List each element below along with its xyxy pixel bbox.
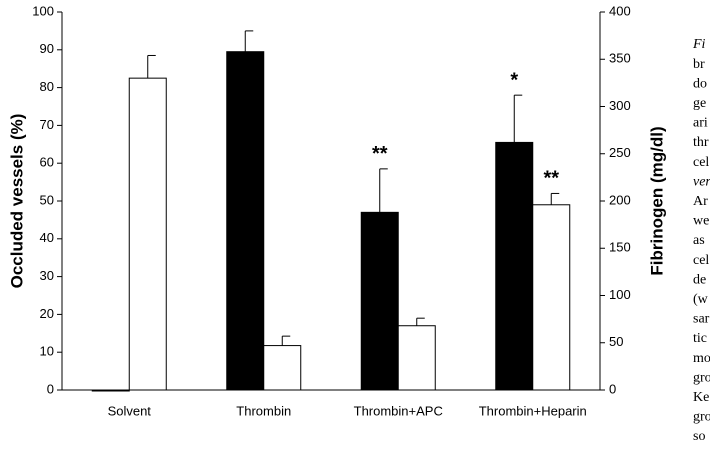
caption-fragment: br	[693, 57, 705, 72]
caption-fragment: (w	[693, 292, 709, 307]
bar	[532, 204, 571, 391]
y-tick-label: 0	[47, 381, 54, 396]
bar	[263, 345, 302, 391]
caption-fragment: Fi	[692, 37, 706, 52]
bar	[397, 325, 436, 391]
y2-tick-label: 150	[609, 240, 631, 255]
y-tick-label: 40	[40, 230, 54, 245]
caption-fragment: gro	[693, 370, 710, 385]
bar	[91, 389, 130, 392]
y-tick-label: 70	[40, 117, 54, 132]
error-bar	[550, 192, 560, 205]
y2-tick-label: 50	[609, 334, 623, 349]
caption-fragment: as	[693, 233, 705, 248]
caption-fragment: ari	[693, 116, 708, 131]
caption-fragment: de	[693, 272, 706, 287]
y-tick-label: 30	[40, 268, 54, 283]
bar	[128, 77, 167, 391]
error-bar	[513, 94, 523, 143]
caption-fragment: ge	[693, 96, 706, 111]
y2-tick-label: 300	[609, 98, 631, 113]
y-tick-label: 100	[32, 3, 54, 18]
x-tick-label: Thrombin+Heparin	[479, 403, 587, 418]
x-tick-label: Solvent	[108, 403, 152, 418]
caption-fragment: tic	[693, 331, 707, 346]
y2-tick-label: 250	[609, 145, 631, 160]
y-tick-label: 90	[40, 41, 54, 56]
error-bar	[379, 168, 388, 213]
caption-fragment: cel	[693, 253, 709, 268]
y-tick-label: 60	[40, 155, 54, 170]
error-bar	[147, 54, 156, 79]
y-tick-label: 20	[40, 306, 54, 321]
caption-fragment: so	[693, 429, 705, 444]
y2-tick-label: 400	[609, 3, 631, 18]
caption-fragment: thr	[693, 135, 709, 150]
y2-tick-label: 0	[609, 381, 616, 396]
x-tick-label: Thrombin	[236, 403, 291, 418]
x-tick-label: Thrombin+APC	[354, 403, 443, 418]
error-bar	[416, 317, 425, 326]
caption-fragment: Ke	[693, 390, 709, 405]
significance-mark: **	[372, 143, 388, 165]
y-tick-label: 80	[40, 79, 54, 94]
bar	[360, 211, 399, 391]
caption-fragment: Ar	[693, 194, 708, 209]
significance-mark: *	[510, 69, 518, 91]
error-bar	[244, 30, 254, 52]
y2-tick-label: 350	[609, 51, 631, 66]
caption-fragment: cel	[693, 155, 709, 170]
bar	[226, 51, 265, 391]
caption-fragment: gro	[693, 410, 710, 425]
y2-tick-label: 200	[609, 192, 631, 207]
caption-fragment: do	[693, 76, 707, 91]
y-axis-label: Occluded vessels (%)	[7, 114, 26, 289]
bar	[495, 141, 534, 391]
caption-fragment: we	[693, 214, 709, 229]
caption-fragment: ver	[693, 174, 710, 189]
significance-mark: **	[543, 168, 559, 190]
y2-axis-label: Fibrinogen (mg/dl)	[647, 126, 666, 275]
y-tick-label: 10	[40, 344, 54, 359]
y2-tick-label: 100	[609, 287, 631, 302]
error-bar	[281, 335, 291, 346]
y-tick-label: 50	[40, 192, 54, 207]
caption-fragment: sar	[693, 312, 710, 327]
caption-fragment: mo	[693, 351, 710, 366]
